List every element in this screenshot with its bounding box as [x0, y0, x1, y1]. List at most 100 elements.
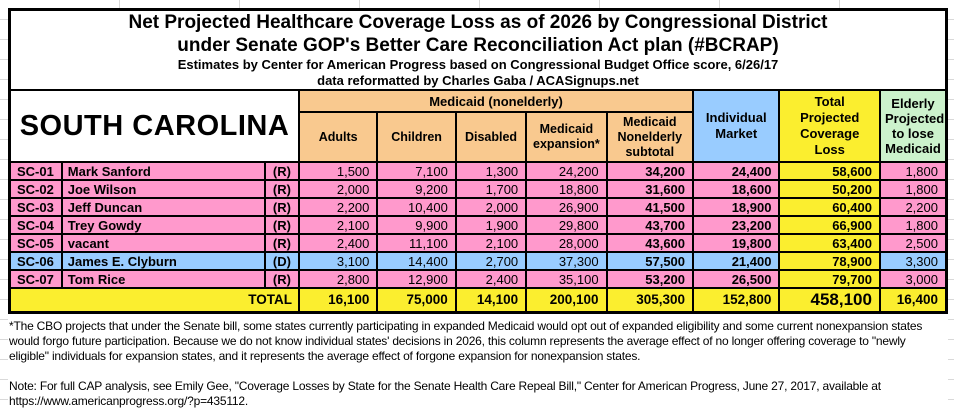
elderly-cell: 1,800	[878, 215, 948, 235]
title-source-line: Estimates by Center for American Progres…	[177, 57, 779, 72]
disabled-cell: 2,000	[454, 197, 528, 217]
medicaid-subtotal-cell: 53,200	[605, 269, 695, 289]
party-cell: (R)	[263, 215, 301, 235]
total-elderly-cell: 16,400	[878, 287, 948, 313]
medicaid-subtotal-cell: 43,600	[605, 233, 695, 253]
individual-market-cell: 18,900	[692, 197, 781, 217]
coverage-loss-table: Net Projected Healthcare Coverage Loss a…	[8, 8, 948, 314]
title-line-2: under Senate GOP's Better Care Reconcili…	[177, 35, 779, 56]
table-row: SC-07 Tom Rice (R) 2,800 12,900 2,400 35,100 53…	[8, 269, 948, 289]
individual-market-cell: 24,400	[692, 161, 781, 181]
children-cell: 12,900	[376, 269, 457, 289]
cbo-footnote: *The CBO projects that under the Senate …	[9, 318, 923, 363]
children-cell: 14,400	[376, 251, 457, 271]
individual-market-cell: 23,200	[692, 215, 781, 235]
adults-header: Adults	[297, 111, 379, 163]
medicaid-expansion-cell: 28,000	[525, 233, 608, 253]
disabled-cell: 1,300	[454, 161, 528, 181]
rep-name-cell: Mark Sanford	[60, 161, 266, 181]
total-expansion-cell: 200,100	[525, 287, 608, 313]
medicaid-expansion-cell: 29,800	[525, 215, 608, 235]
disabled-cell: 2,700	[454, 251, 528, 271]
grand-total-cell: 458,100	[778, 287, 881, 313]
adults-cell: 2,400	[297, 233, 379, 253]
total-subtotal-cell: 305,300	[605, 287, 695, 313]
party-cell: (R)	[263, 269, 301, 289]
table-row: SC-06 James E. Clyburn (D) 3,100 14,400 2,700…	[8, 251, 948, 271]
header-group-row: SOUTH CAROLINA Medicaid (nonelderly) Ind…	[8, 89, 948, 163]
table-row: SC-02 Joe Wilson (R) 2,000 9,200 1,700 18,800 3…	[8, 179, 948, 199]
adults-cell: 3,100	[297, 251, 379, 271]
table-row: SC-01 Mark Sanford (R) 1,500 7,100 1,300 24,20…	[8, 161, 948, 181]
rep-name-cell: vacant	[60, 233, 266, 253]
party-cell: (R)	[263, 233, 301, 253]
rep-name-cell: Trey Gowdy	[60, 215, 266, 235]
title-credit-line: data reformatted by Charles Gaba / ACASi…	[317, 73, 639, 88]
individual-market-cell: 19,800	[692, 233, 781, 253]
district-cell: SC-07	[8, 269, 63, 289]
disabled-cell: 2,400	[454, 269, 528, 289]
children-header: Children	[376, 111, 457, 163]
total-market-cell: 152,800	[692, 287, 781, 313]
adults-cell: 2,100	[297, 215, 379, 235]
medicaid-expansion-cell: 26,900	[525, 197, 608, 217]
footnotes: *The CBO projects that under the Senate …	[8, 313, 946, 409]
total-loss-cell: 66,900	[778, 215, 881, 235]
total-children-cell: 75,000	[376, 287, 457, 313]
district-cell: SC-06	[8, 251, 63, 271]
total-loss-cell: 78,900	[778, 251, 881, 271]
total-loss-cell: 50,200	[778, 179, 881, 199]
elderly-cell: 3,300	[878, 251, 948, 271]
individual-market-cell: 21,400	[692, 251, 781, 271]
children-cell: 9,900	[376, 215, 457, 235]
table-body: SC-01 Mark Sanford (R) 1,500 7,100 1,300 24,20…	[8, 161, 948, 313]
disabled-cell: 1,900	[454, 215, 528, 235]
total-loss-cell: 58,600	[778, 161, 881, 181]
title-row: Net Projected Healthcare Coverage Loss a…	[8, 8, 948, 91]
district-cell: SC-03	[8, 197, 63, 217]
children-cell: 9,200	[376, 179, 457, 199]
table-row: SC-03 Jeff Duncan (R) 2,200 10,400 2,000 26,90…	[8, 197, 948, 217]
disabled-header: Disabled	[454, 111, 528, 163]
rep-name-cell: James E. Clyburn	[60, 251, 266, 271]
adults-cell: 1,500	[297, 161, 379, 181]
total-loss-cell: 63,400	[778, 233, 881, 253]
rep-name-cell: Jeff Duncan	[60, 197, 266, 217]
elderly-header: Elderly Projected to lose Medicaid	[878, 89, 948, 163]
header-sub-row: Adults Children Disabled Medicaid expans…	[10, 111, 947, 163]
medicaid-subtotal-cell: 41,500	[605, 197, 695, 217]
spreadsheet-content: Net Projected Healthcare Coverage Loss a…	[8, 8, 948, 409]
medicaid-subtotal-cell: 34,200	[605, 161, 695, 181]
party-cell: (R)	[263, 197, 301, 217]
children-cell: 10,400	[376, 197, 457, 217]
elderly-cell: 3,000	[878, 269, 948, 289]
table-title-block: Net Projected Healthcare Coverage Loss a…	[8, 8, 948, 91]
medicaid-subtotal-cell: 31,600	[605, 179, 695, 199]
party-cell: (D)	[263, 251, 301, 271]
table-row: SC-04 Trey Gowdy (R) 2,100 9,900 1,900 29,800 4…	[8, 215, 948, 235]
table-header: Net Projected Healthcare Coverage Loss a…	[8, 8, 948, 163]
district-cell: SC-02	[8, 179, 63, 199]
adults-cell: 2,000	[297, 179, 379, 199]
elderly-cell: 1,800	[878, 161, 948, 181]
medicaid-subtotal-cell: 57,500	[605, 251, 695, 271]
elderly-cell: 1,800	[878, 179, 948, 199]
medicaid-subtotal-cell: 43,700	[605, 215, 695, 235]
medicaid-expansion-cell: 37,300	[525, 251, 608, 271]
children-cell: 7,100	[376, 161, 457, 181]
medicaid-group-header: Medicaid (nonelderly)	[297, 89, 695, 113]
district-cell: SC-04	[8, 215, 63, 235]
medicaid-expansion-cell: 18,800	[525, 179, 608, 199]
adults-cell: 2,800	[297, 269, 379, 289]
title-line-1: Net Projected Healthcare Coverage Loss a…	[128, 12, 828, 33]
medicaid-subtotal-header: Medicaid Nonelderly subtotal	[605, 111, 695, 163]
table-row: SC-05 vacant (R) 2,400 11,100 2,100 28,000 43,6…	[8, 233, 948, 253]
total-disabled-cell: 14,100	[454, 287, 528, 313]
state-label: SOUTH CAROLINA	[8, 89, 300, 163]
disabled-cell: 1,700	[454, 179, 528, 199]
total-label-cell: TOTAL	[8, 287, 300, 313]
individual-market-header: Individual Market	[692, 89, 781, 163]
individual-market-cell: 18,600	[692, 179, 781, 199]
cap-footnote: Note: For full CAP analysis, see Emily G…	[9, 378, 881, 408]
children-cell: 11,100	[376, 233, 457, 253]
